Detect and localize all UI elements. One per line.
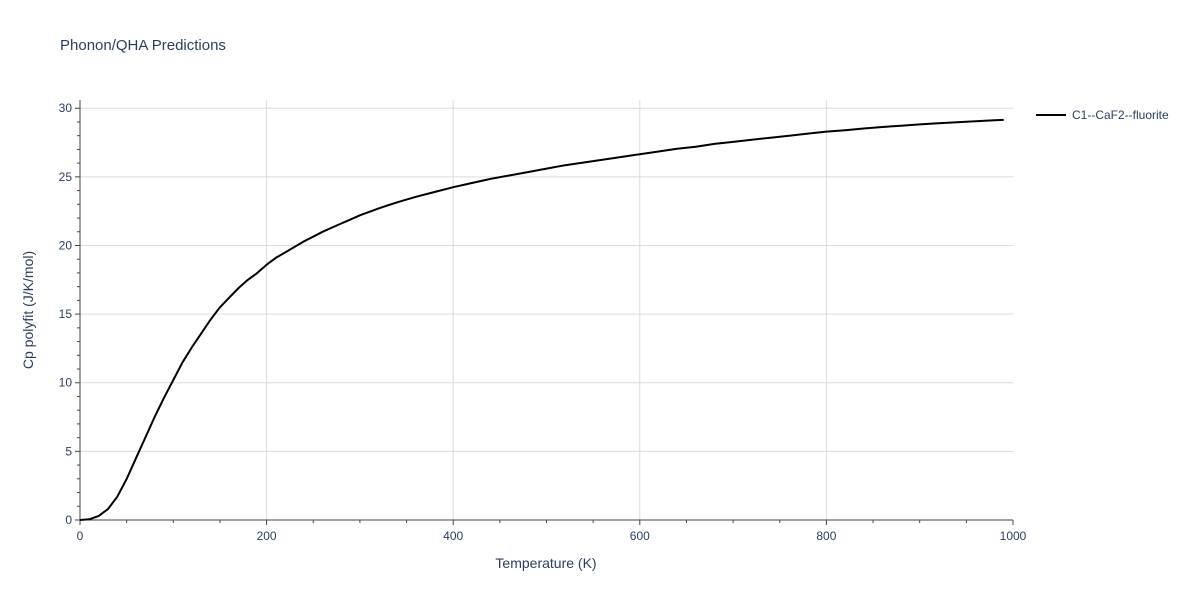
x-tick-label: 400: [443, 529, 463, 543]
x-axis-title: Temperature (K): [495, 555, 596, 571]
y-tick-label: 10: [59, 376, 73, 390]
series-line: [79, 118, 1004, 521]
x-tick-label: 0: [77, 529, 84, 543]
y-tick-label: 5: [65, 444, 72, 458]
y-tick-label: 0: [65, 513, 72, 527]
axes: 0 200 400 600 800 1000 0 5 10 15 20 25 30: [59, 100, 1027, 543]
y-tick-label: 30: [59, 101, 73, 115]
x-tick-label: 1000: [1000, 529, 1027, 543]
y-tick-label: 25: [59, 170, 73, 184]
x-tick-label: 200: [257, 529, 277, 543]
y-tick-label: 20: [59, 238, 73, 252]
x-tick-label: 600: [630, 529, 650, 543]
x-tick-label: 800: [816, 529, 836, 543]
series-layer: [79, 118, 1004, 521]
grid: [80, 100, 1013, 520]
chart-title: Phonon/QHA Predictions: [60, 37, 226, 54]
y-axis-title: Cp polyfit (J/K/mol): [20, 251, 36, 369]
legend[interactable]: C1--CaF2--fluorite: [1036, 108, 1169, 122]
legend-item-label: C1--CaF2--fluorite: [1072, 108, 1169, 122]
y-tick-label: 15: [59, 307, 73, 321]
